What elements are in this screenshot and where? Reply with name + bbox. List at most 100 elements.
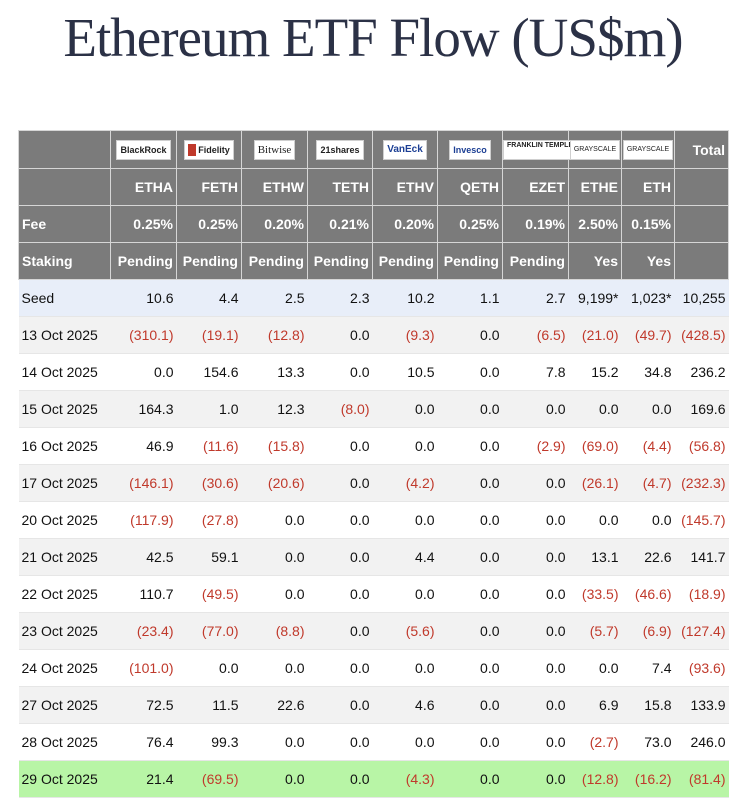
staking-label: Staking (18, 242, 111, 280)
flow-value-cell: (2.9) (502, 427, 569, 465)
flow-value-cell: 0.0 (307, 575, 373, 613)
flow-value-cell: 0.0 (621, 501, 675, 539)
vaneck-logo: VanEck (383, 139, 427, 160)
flow-value-cell: 0.0 (568, 390, 622, 428)
page-title: Ethereum ETF Flow (US$m) (63, 7, 683, 68)
fee-cell (674, 205, 729, 243)
flow-value-cell: 0.0 (241, 723, 308, 761)
flow-value-cell: 0.0 (437, 575, 503, 613)
corner-cell (18, 130, 111, 169)
total-cell: (56.8) (674, 427, 729, 465)
ticker-cell: ETHE (568, 168, 622, 206)
flow-value-cell: 164.3 (110, 390, 177, 428)
flow-value-cell: (33.5) (568, 575, 622, 613)
flow-value-cell: (69.0) (568, 427, 622, 465)
fee-cell: 0.25% (437, 205, 503, 243)
ticker-cell: EZET (502, 168, 569, 206)
flow-value-cell: (49.7) (621, 316, 675, 354)
flow-value-cell: (46.6) (621, 575, 675, 613)
bitwise-logo: Bitwise (253, 139, 296, 160)
flow-value-cell: (16.2) (621, 760, 675, 798)
row-label-cell: 16 Oct 2025 (18, 427, 111, 465)
flow-value-cell: 10.2 (372, 279, 438, 317)
total-cell: (18.9) (674, 575, 729, 613)
row-label-cell: 15 Oct 2025 (18, 390, 111, 428)
fee-cell: 0.20% (372, 205, 438, 243)
flow-value-cell: 6.9 (568, 686, 622, 724)
flow-value-cell: 9,199* (568, 279, 622, 317)
flow-value-cell: 76.4 (110, 723, 177, 761)
flow-value-cell: (6.9) (621, 612, 675, 650)
row-label-cell: 27 Oct 2025 (18, 686, 111, 724)
flow-value-cell: (8.0) (307, 390, 373, 428)
total-cell: 236.2 (674, 353, 729, 391)
etf-flow-table-container: BlackRock Fidelity Bitwise 21shares VanE… (18, 130, 729, 798)
table-row: 22 Oct 2025 110.7 (49.5) 0.0 0.0 0.0 0.0 0.0 (33… (18, 575, 729, 613)
staking-cell: Pending (437, 242, 503, 280)
flow-value-cell: 21.4 (110, 760, 177, 798)
total-cell: 246.0 (674, 723, 729, 761)
issuer-logo-cell: Fidelity (176, 130, 242, 169)
fee-cell: 0.19% (502, 205, 569, 243)
fee-cell: 0.21% (307, 205, 373, 243)
flow-value-cell: (146.1) (110, 464, 177, 502)
ticker-row: ETHA FETH ETHW TETH ETHV QETH EZET ETHE … (18, 168, 729, 206)
fidelity-logo-text: Fidelity (198, 144, 230, 155)
flow-value-cell: (12.8) (568, 760, 622, 798)
flow-value-cell: 0.0 (437, 427, 503, 465)
staking-cell: Yes (568, 242, 622, 280)
staking-cell: Pending (307, 242, 373, 280)
ticker-cell: FETH (176, 168, 242, 206)
flow-value-cell: 0.0 (307, 316, 373, 354)
flow-value-cell: 0.0 (502, 686, 569, 724)
flow-value-cell: 0.0 (437, 538, 503, 576)
flow-value-cell: 13.1 (568, 538, 622, 576)
flow-value-cell: 15.2 (568, 353, 622, 391)
fee-cell: 0.15% (621, 205, 675, 243)
flow-value-cell: (2.7) (568, 723, 622, 761)
flow-value-cell: (21.0) (568, 316, 622, 354)
flow-value-cell: (117.9) (110, 501, 177, 539)
flow-value-cell: 12.3 (241, 390, 308, 428)
staking-cell (674, 242, 729, 280)
issuer-logo-cell: Invesco (437, 130, 503, 169)
total-cell: 169.6 (674, 390, 729, 428)
flow-value-cell: 4.4 (372, 538, 438, 576)
table-header: BlackRock Fidelity Bitwise 21shares VanE… (18, 130, 729, 280)
flow-value-cell: 7.8 (502, 353, 569, 391)
flow-value-cell: (19.1) (176, 316, 242, 354)
table-row: 17 Oct 2025 (146.1) (30.6) (20.6) 0.0 (4.2) 0.… (18, 464, 729, 502)
flow-value-cell: 0.0 (241, 538, 308, 576)
flow-value-cell: 0.0 (437, 390, 503, 428)
staking-row: Staking Pending Pending Pending Pending … (18, 242, 729, 280)
flow-value-cell: (4.2) (372, 464, 438, 502)
flow-value-cell: 22.6 (241, 686, 308, 724)
table-row: 16 Oct 2025 46.9 (11.6) (15.8) 0.0 0.0 0.0 (2.9… (18, 427, 729, 465)
flow-value-cell: 0.0 (502, 538, 569, 576)
flow-value-cell: 0.0 (307, 464, 373, 502)
flow-value-cell: (15.8) (241, 427, 308, 465)
flow-value-cell: (30.6) (176, 464, 242, 502)
row-label-cell: 21 Oct 2025 (18, 538, 111, 576)
flow-value-cell: 0.0 (110, 353, 177, 391)
ticker-cell: TETH (307, 168, 373, 206)
total-cell: 141.7 (674, 538, 729, 576)
staking-cell: Yes (621, 242, 675, 280)
flow-value-cell: 0.0 (502, 723, 569, 761)
flow-value-cell: 1,023* (621, 279, 675, 317)
flow-value-cell: 0.0 (502, 612, 569, 650)
flow-value-cell: 0.0 (307, 723, 373, 761)
flow-value-cell: 154.6 (176, 353, 242, 391)
fidelity-logo: Fidelity (184, 139, 234, 160)
issuer-logo-cell: VanEck (372, 130, 438, 169)
total-cell: (232.3) (674, 464, 729, 502)
invesco-logo: Invesco (449, 139, 491, 160)
flow-value-cell: (310.1) (110, 316, 177, 354)
ticker-label-cell (18, 168, 111, 206)
total-header: Total (674, 130, 729, 169)
fidelity-mark-icon (188, 144, 197, 157)
flow-value-cell: 0.0 (568, 649, 622, 687)
row-label-cell: 22 Oct 2025 (18, 575, 111, 613)
flow-value-cell: 0.0 (437, 686, 503, 724)
flow-value-cell: (12.8) (241, 316, 308, 354)
